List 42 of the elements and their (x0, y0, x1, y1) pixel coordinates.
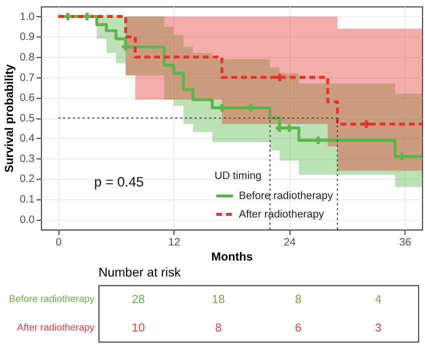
point (276, 74, 284, 82)
y-tick-label: 0.8 (20, 51, 35, 64)
x-tick-label: 24 (284, 236, 296, 249)
point (218, 104, 226, 112)
y-tick-label: 0.5 (20, 112, 35, 124)
point (246, 104, 255, 112)
text: 28 (132, 293, 145, 306)
annotation: p = 0.45 (94, 174, 144, 190)
point (362, 120, 370, 128)
y-tick-label: 1.0 (20, 10, 35, 23)
y-tick-label: 0.3 (20, 152, 35, 165)
legend-label: Before radiotherapy (238, 190, 334, 202)
text: 6 (295, 321, 302, 334)
y-tick-label: 0.2 (20, 173, 35, 186)
x-tick-label: 0 (56, 236, 62, 249)
x-tick-label: 36 (399, 236, 412, 249)
text: 3 (374, 321, 382, 334)
text: After radiotherapy (17, 322, 95, 334)
legend-title: UD timing (214, 170, 262, 182)
point (83, 12, 91, 20)
y-axis-title: Survival probability (2, 64, 16, 173)
x-tick-label: 12 (168, 236, 180, 249)
text: 8 (215, 321, 222, 334)
point (314, 136, 322, 144)
text: Before radiotherapy (9, 294, 95, 306)
text: 8 (295, 293, 302, 306)
y-tick-label: 0.4 (20, 132, 35, 145)
legend-label: After radiotherapy (238, 208, 325, 220)
text: Number at risk (98, 265, 182, 280)
x-axis-title: Months (211, 250, 254, 264)
text: 10 (132, 321, 146, 334)
y-tick-label: 0.0 (20, 214, 35, 226)
point (276, 124, 284, 132)
y-tick-label: 0.6 (20, 92, 35, 104)
text: 4 (374, 293, 382, 306)
y-tick-label: 0.7 (20, 72, 35, 84)
point (285, 124, 294, 132)
text: 18 (212, 293, 225, 306)
y-tick-label: 0.1 (20, 194, 35, 206)
point (122, 43, 130, 51)
point (64, 12, 72, 20)
y-tick-label: 0.9 (20, 31, 35, 44)
